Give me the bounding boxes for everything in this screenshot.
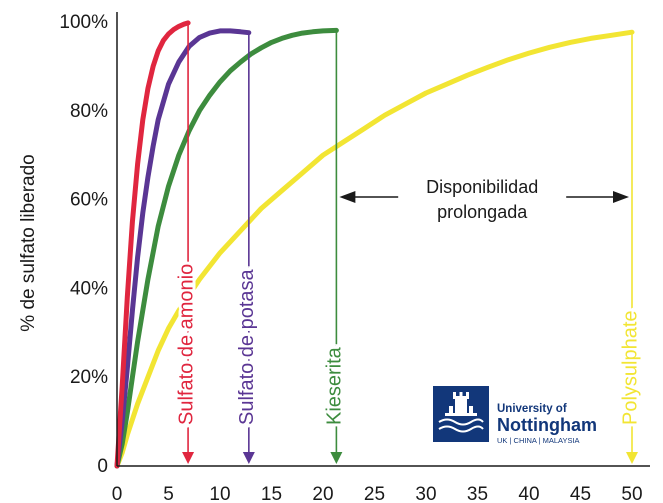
logo-line1: University of [497,403,567,415]
annotation-line1: Disponibilidad [426,177,538,197]
marker-arrowhead-1 [242,452,255,464]
series-line-0 [114,20,191,469]
y-tick-label-5: 100% [59,12,108,33]
castle-icon [445,392,477,416]
ticks-layer: 0 5 10 15 20 25 30 35 40 45 50 0 20% 40% 60% 80% 100% [59,12,642,503]
axes [116,12,650,467]
annotation-arrowhead-left [339,191,356,203]
x-tick-label-4: 20 [312,484,333,503]
water-wave-2 [438,425,484,433]
marker-label-2: Kieserita [324,346,346,425]
marker-arrowhead-3 [626,452,638,464]
series-line-1 [114,28,252,469]
water-wave-1 [438,418,484,426]
x-tick-label-7: 35 [467,484,488,503]
logo-line3: UK | CHINA | MALAYSIA [497,436,580,445]
y-tick-label-2: 40% [70,278,108,299]
marker-label-1: Sulfato de potasa [236,268,258,425]
series-line-3 [114,29,635,469]
markers-layer: Sulfato de amonio Sulfato de potasa Kieser… [172,22,644,464]
annotation-line2: prolongada [437,202,528,222]
marker-label-0: Sulfato de amonio [175,264,197,425]
annotation-arrowhead-right [613,191,629,203]
series-layer [114,20,635,469]
y-tick-label-1: 20% [70,367,108,388]
annotation-layer: Disponibilidad prolongada [339,177,629,222]
university-logo: University of Nottingham UK | CHINA | MA… [433,386,597,445]
x-tick-label-0: 0 [112,484,123,503]
x-tick-label-9: 45 [570,484,591,503]
y-tick-label-0: 0 [97,456,108,477]
y-axis-title: % de sulfato liberado [18,154,39,331]
marker-arrowhead-0 [182,452,195,464]
series-line-2 [114,27,339,469]
x-tick-label-2: 10 [209,484,230,503]
x-tick-label-3: 15 [261,484,282,503]
y-tick-label-4: 80% [70,101,108,122]
x-tick-label-1: 5 [163,484,174,503]
x-tick-label-6: 30 [415,484,436,503]
logo-line2: Nottingham [497,415,597,435]
x-tick-label-10: 50 [621,484,642,503]
x-tick-label-8: 40 [518,484,539,503]
x-tick-label-5: 25 [364,484,385,503]
marker-label-3: Polysulphate [619,310,641,425]
marker-arrowhead-2 [330,452,343,464]
y-tick-label-3: 60% [70,190,108,211]
